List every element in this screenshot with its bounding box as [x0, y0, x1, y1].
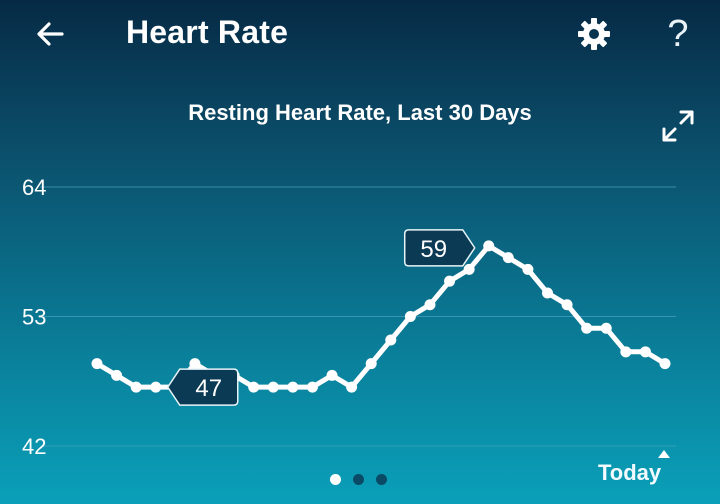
data-point	[620, 346, 632, 358]
data-point	[444, 275, 456, 287]
data-point	[248, 381, 260, 393]
data-point	[326, 369, 338, 381]
data-point	[365, 358, 377, 370]
question-mark-icon: ?	[667, 12, 689, 55]
gear-icon	[578, 18, 610, 50]
data-point	[659, 358, 671, 370]
callout-label: 59	[420, 236, 447, 263]
data-point	[639, 346, 651, 358]
data-point	[346, 381, 358, 393]
expand-button[interactable]	[656, 104, 700, 148]
data-point	[385, 334, 397, 346]
settings-button[interactable]	[572, 12, 616, 56]
expand-icon	[662, 110, 694, 142]
data-point	[111, 369, 123, 381]
data-point	[561, 299, 573, 311]
today-label[interactable]: Today	[598, 460, 662, 485]
data-point	[483, 240, 495, 252]
arrow-left-icon	[37, 22, 64, 46]
back-button[interactable]	[28, 14, 72, 54]
page-indicator	[330, 474, 387, 485]
data-point	[91, 358, 103, 370]
y-tick-label: 42	[22, 434, 46, 459]
data-point	[463, 263, 475, 275]
callout-47	[166, 368, 239, 406]
data-point	[600, 322, 612, 334]
data-point	[541, 287, 553, 299]
y-tick-label: 53	[22, 305, 46, 330]
y-tick-label: 64	[22, 175, 46, 200]
page-dot-2[interactable]	[353, 474, 364, 485]
data-point	[404, 311, 416, 322]
page-dot-1[interactable]	[330, 474, 341, 485]
page-dot-3[interactable]	[376, 474, 387, 485]
data-point	[522, 263, 534, 275]
data-point	[150, 381, 162, 393]
data-point	[189, 358, 201, 370]
data-point	[287, 381, 299, 393]
callout-59	[403, 229, 476, 267]
app-bar: Heart Rate ?	[0, 0, 720, 70]
data-point	[502, 252, 514, 264]
help-button[interactable]: ?	[656, 10, 700, 58]
data-point	[581, 322, 593, 334]
data-point	[424, 299, 436, 311]
callout-label: 47	[195, 375, 222, 402]
page-title: Heart Rate	[126, 14, 289, 50]
today-marker	[658, 450, 670, 458]
data-point	[130, 381, 142, 393]
data-point	[306, 381, 318, 393]
chart-title: Resting Heart Rate, Last 30 Days	[188, 100, 532, 125]
data-point	[267, 381, 279, 393]
